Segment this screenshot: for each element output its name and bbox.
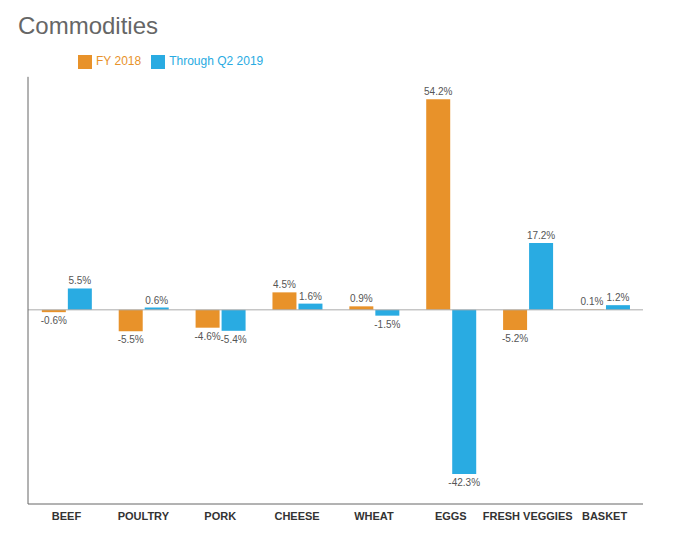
svg-text:-5.4%: -5.4% xyxy=(221,334,247,345)
svg-text:0.6%: 0.6% xyxy=(145,295,168,306)
svg-text:-0.6%: -0.6% xyxy=(41,315,67,326)
svg-text:-42.3%: -42.3% xyxy=(448,477,480,488)
svg-text:EGGS: EGGS xyxy=(435,510,467,522)
svg-text:-5.5%: -5.5% xyxy=(118,334,144,345)
svg-text:BASKET: BASKET xyxy=(582,510,628,522)
svg-text:54.2%: 54.2% xyxy=(424,86,452,97)
svg-text:5.5%: 5.5% xyxy=(68,275,91,286)
svg-text:0.9%: 0.9% xyxy=(350,293,373,304)
html-text:Through Q2 2019: Through Q2 2019 xyxy=(169,54,264,68)
svg-text:FRESH VEGGIES: FRESH VEGGIES xyxy=(483,510,573,522)
svg-text:CHEESE: CHEESE xyxy=(274,510,319,522)
svg-text:WHEAT: WHEAT xyxy=(354,510,394,522)
html-text:Commodities: Commodities xyxy=(18,12,158,39)
html-text:FY 2018: FY 2018 xyxy=(96,54,142,68)
svg-text:-1.5%: -1.5% xyxy=(374,319,400,330)
svg-text:4.5%: 4.5% xyxy=(273,279,296,290)
svg-text:1.6%: 1.6% xyxy=(299,291,322,302)
svg-text:BEEF: BEEF xyxy=(52,510,82,522)
svg-text:1.2%: 1.2% xyxy=(607,292,630,303)
svg-text:-4.6%: -4.6% xyxy=(195,331,221,342)
svg-text:17.2%: 17.2% xyxy=(527,230,555,241)
svg-text:0.1%: 0.1% xyxy=(581,296,604,307)
svg-text:-5.2%: -5.2% xyxy=(502,333,528,344)
svg-text:POULTRY: POULTRY xyxy=(118,510,170,522)
svg-text:PORK: PORK xyxy=(204,510,236,522)
